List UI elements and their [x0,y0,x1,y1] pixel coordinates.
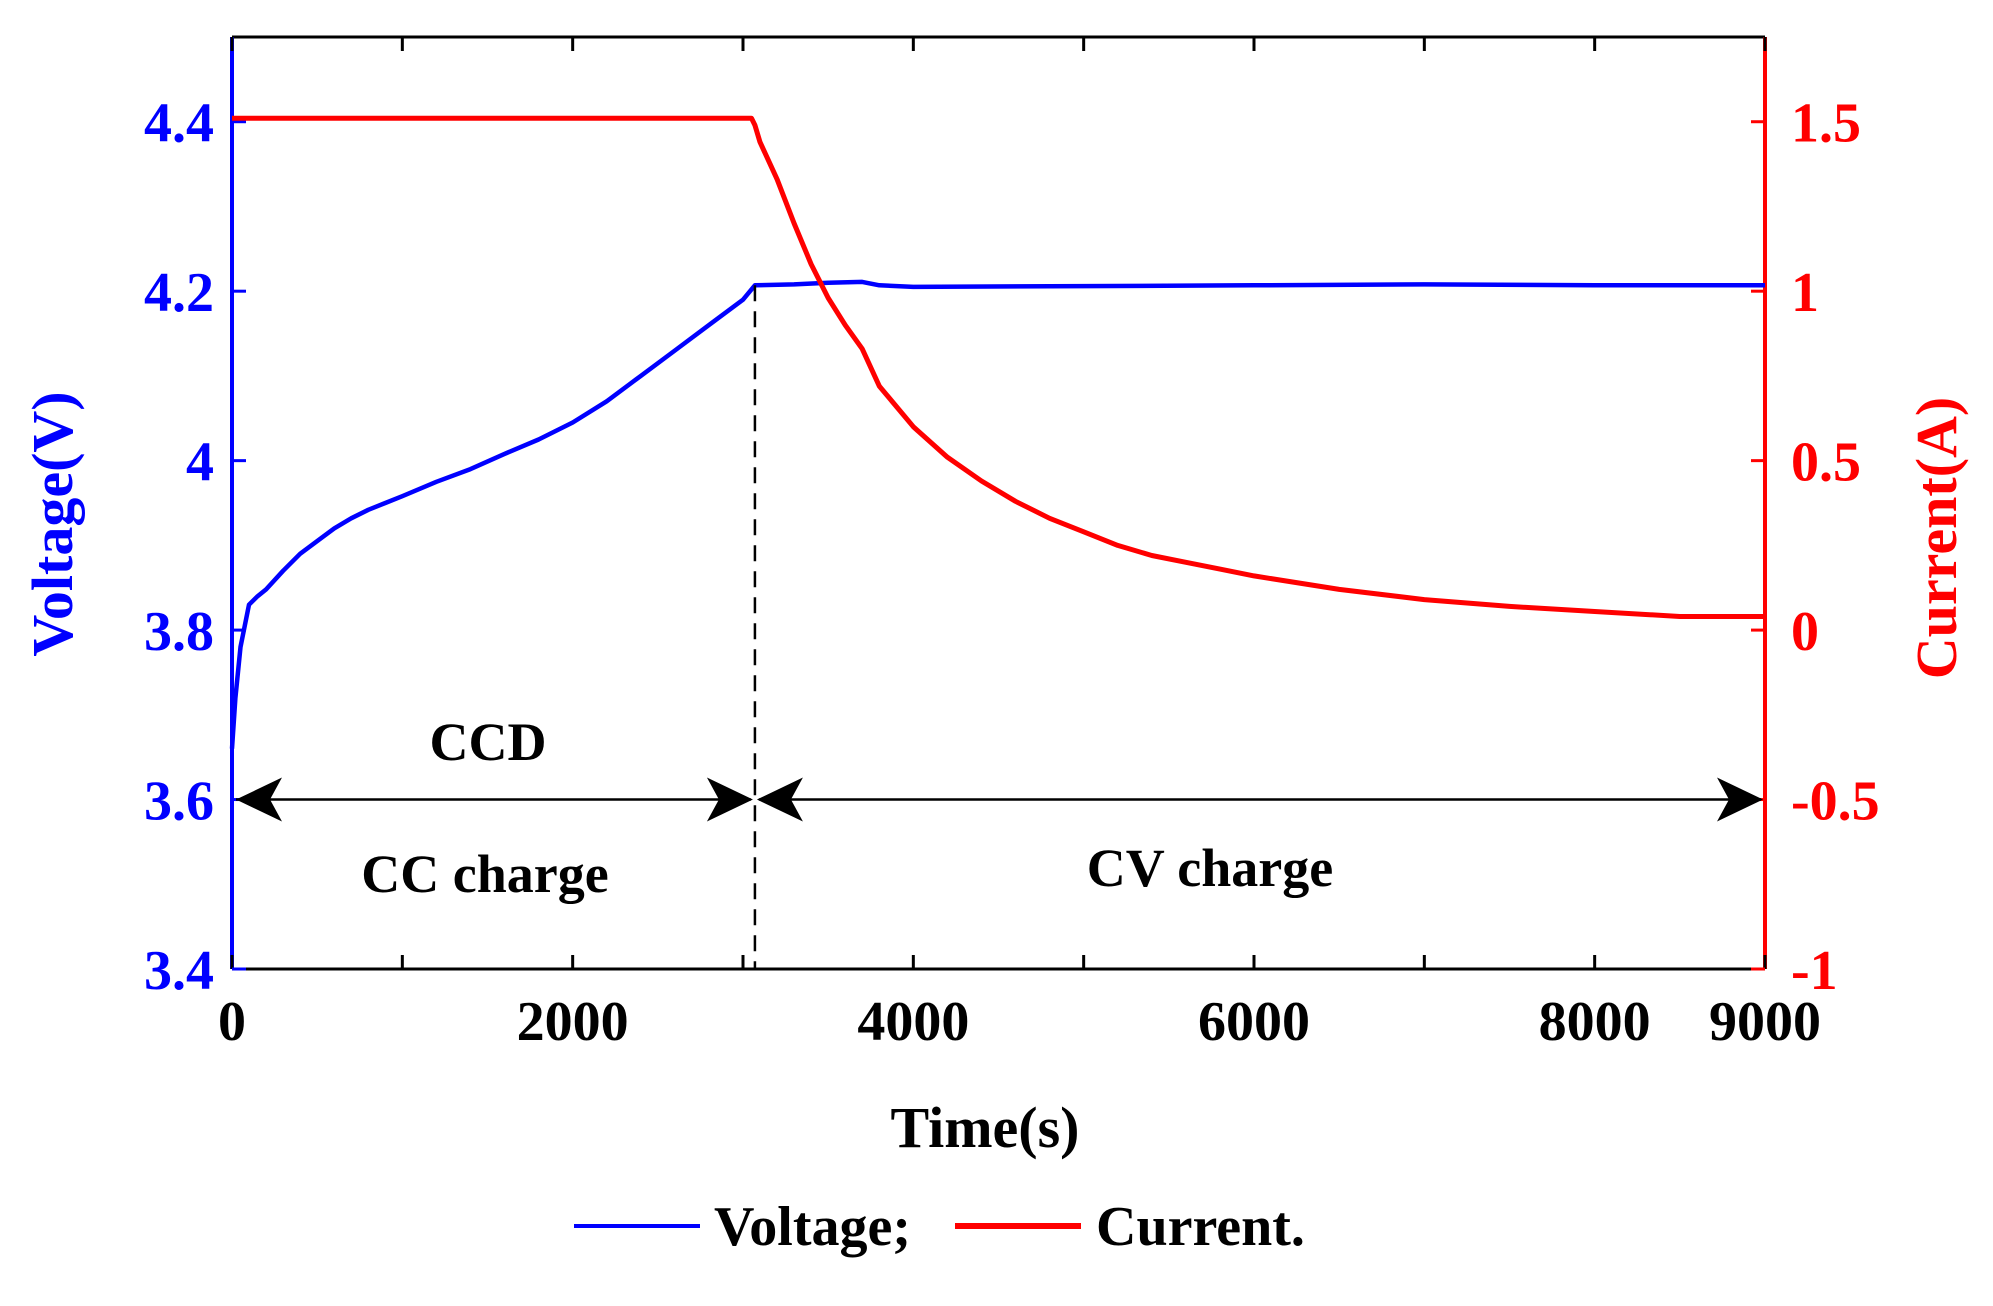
plot-frame [230,35,1767,971]
series-lines [229,115,1766,749]
y2-tick-label: 0 [1791,601,1819,663]
y-tick-label: 3.8 [144,601,214,663]
y-tick-label: 4.2 [144,262,214,324]
y2-tick-label: 0.5 [1791,432,1861,494]
x-tick-label: 4000 [857,991,969,1053]
x-tick-label: 9000 [1709,991,1821,1053]
y-axis-title: Voltage(V) [20,391,85,656]
legend-current-label: Current. [1096,1196,1305,1258]
y-tick-label: 4.4 [144,93,214,155]
x-tick-label: 0 [218,991,246,1053]
x-tick-label: 6000 [1198,991,1310,1053]
cv-charge-label: CV charge [1087,838,1333,898]
cv-arrow-head-left [756,777,803,822]
annotations: CCD CC charge CV charge [236,285,1763,969]
legend: Voltage; Current. [574,1196,1305,1258]
x-tick-label: 2000 [517,991,629,1053]
y2-axis-title: Current(A) [1904,397,1969,679]
y2-tick-label: 1.5 [1791,93,1861,155]
cc-charge-label: CC charge [361,844,608,904]
x-tick-label: 8000 [1539,991,1651,1053]
y2-tick-label: -1 [1791,940,1838,1002]
cc-arrow-head-left [236,777,282,822]
ccd-label: CCD [430,712,547,772]
cv-arrow-head-right [1717,777,1763,822]
y-tick-label: 3.6 [144,771,214,833]
y-tick-label: 4 [186,432,214,494]
y-tick-label: 3.4 [144,940,214,1002]
axis-titles: Time(s) Voltage(V) Current(A) [20,391,1969,1160]
y2-tick-label: -0.5 [1791,771,1880,833]
current-series-line [232,115,1765,619]
tick-labels: 0 2000 4000 6000 8000 9000 3.4 3.6 3.8 4 4.2 4.4 -1 -… [144,93,1880,1053]
tick-marks [230,37,1767,971]
x-axis-title: Time(s) [890,1095,1079,1160]
cc-arrow-head-right [706,777,753,822]
voltage-series-line [229,279,1765,749]
legend-voltage-label: Voltage; [714,1196,911,1258]
y2-tick-label: 1 [1791,262,1819,324]
